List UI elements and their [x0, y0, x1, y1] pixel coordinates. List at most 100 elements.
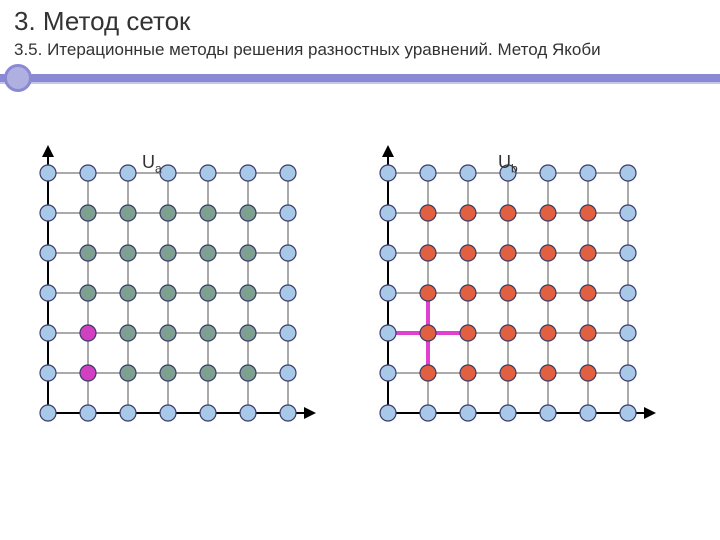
boundary-node	[40, 405, 56, 421]
interior-node	[460, 205, 476, 221]
boundary-node	[120, 165, 136, 181]
interior-node	[120, 245, 136, 261]
interior-node	[80, 325, 96, 341]
interior-node	[120, 205, 136, 221]
boundary-node	[620, 205, 636, 221]
boundary-node	[380, 165, 396, 181]
boundary-node	[40, 325, 56, 341]
interior-node	[240, 245, 256, 261]
boundary-node	[280, 325, 296, 341]
interior-node	[200, 365, 216, 381]
boundary-node	[40, 245, 56, 261]
bullet-icon	[4, 64, 32, 92]
interior-node	[240, 285, 256, 301]
interior-node	[200, 205, 216, 221]
page-title: 3. Метод сеток	[14, 6, 706, 37]
interior-node	[120, 285, 136, 301]
boundary-node	[420, 405, 436, 421]
interior-node	[580, 285, 596, 301]
boundary-node	[280, 285, 296, 301]
interior-node	[460, 325, 476, 341]
boundary-node	[280, 245, 296, 261]
boundary-node	[500, 405, 516, 421]
diagram-canvas	[0, 128, 720, 528]
boundary-node	[240, 165, 256, 181]
interior-node	[240, 205, 256, 221]
interior-node	[160, 245, 176, 261]
interior-node	[580, 365, 596, 381]
boundary-node	[460, 165, 476, 181]
boundary-node	[160, 165, 176, 181]
boundary-node	[380, 325, 396, 341]
title-underline	[0, 64, 720, 92]
interior-node	[160, 365, 176, 381]
boundary-node	[540, 165, 556, 181]
boundary-node	[380, 245, 396, 261]
interior-node	[500, 285, 516, 301]
boundary-node	[200, 165, 216, 181]
interior-node	[540, 365, 556, 381]
boundary-node	[280, 165, 296, 181]
interior-node	[420, 365, 436, 381]
interior-node	[200, 245, 216, 261]
interior-node	[460, 245, 476, 261]
interior-node	[500, 325, 516, 341]
boundary-node	[580, 165, 596, 181]
boundary-node	[280, 205, 296, 221]
interior-node	[80, 245, 96, 261]
boundary-node	[40, 205, 56, 221]
interior-node	[540, 205, 556, 221]
interior-node	[500, 365, 516, 381]
boundary-node	[580, 405, 596, 421]
boundary-node	[420, 165, 436, 181]
grid-label-Ua: Ua	[142, 152, 162, 176]
boundary-node	[620, 405, 636, 421]
interior-node	[160, 285, 176, 301]
boundary-node	[540, 405, 556, 421]
boundary-node	[620, 245, 636, 261]
interior-node	[580, 245, 596, 261]
boundary-node	[280, 405, 296, 421]
boundary-node	[40, 365, 56, 381]
interior-node	[200, 325, 216, 341]
interior-node	[420, 205, 436, 221]
interior-node	[240, 325, 256, 341]
boundary-node	[620, 325, 636, 341]
boundary-node	[380, 365, 396, 381]
interior-node	[240, 365, 256, 381]
interior-node	[420, 285, 436, 301]
interior-node	[460, 365, 476, 381]
interior-node	[120, 325, 136, 341]
grid-Ua	[40, 145, 316, 421]
interior-node	[200, 285, 216, 301]
interior-node	[80, 285, 96, 301]
boundary-node	[80, 165, 96, 181]
interior-node	[420, 325, 436, 341]
interior-node	[580, 325, 596, 341]
boundary-node	[280, 365, 296, 381]
grid-label-Ub: Ub	[498, 152, 518, 176]
interior-node	[160, 205, 176, 221]
boundary-node	[160, 405, 176, 421]
interior-node	[420, 245, 436, 261]
boundary-node	[620, 365, 636, 381]
interior-node	[80, 205, 96, 221]
boundary-node	[620, 165, 636, 181]
boundary-node	[200, 405, 216, 421]
boundary-node	[40, 285, 56, 301]
interior-node	[540, 245, 556, 261]
boundary-node	[380, 285, 396, 301]
interior-node	[500, 245, 516, 261]
boundary-node	[380, 405, 396, 421]
boundary-node	[40, 165, 56, 181]
interior-node	[500, 205, 516, 221]
boundary-node	[240, 405, 256, 421]
grid-Ub	[380, 145, 656, 421]
interior-node	[80, 365, 96, 381]
boundary-node	[620, 285, 636, 301]
boundary-node	[120, 405, 136, 421]
interior-node	[460, 285, 476, 301]
interior-node	[540, 285, 556, 301]
interior-node	[120, 365, 136, 381]
page-subtitle: 3.5. Итерационные методы решения разност…	[14, 39, 706, 60]
